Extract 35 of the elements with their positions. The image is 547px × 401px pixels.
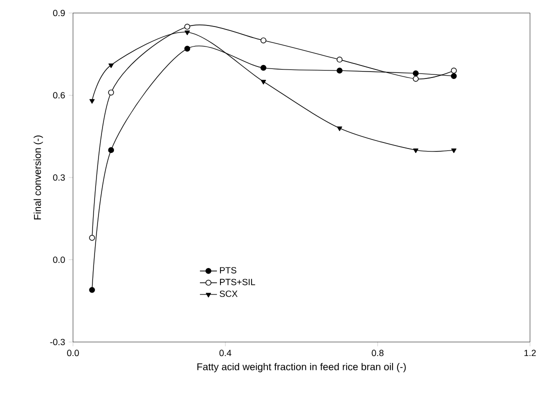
point: [260, 64, 266, 71]
point: [336, 68, 343, 74]
point: [184, 46, 190, 52]
y-tick-label: 0.3: [53, 174, 65, 181]
y-tick-label: -0.3: [50, 338, 65, 346]
y-tick-label: 0.9: [53, 10, 65, 16]
point: [89, 99, 95, 104]
point: [89, 286, 95, 293]
point: [108, 147, 114, 154]
point: [260, 80, 266, 84]
point: [336, 126, 342, 132]
point: [184, 24, 190, 30]
point: [260, 37, 266, 44]
point: [451, 148, 456, 154]
point: [412, 76, 419, 82]
point: [450, 68, 457, 74]
x-tick-label: 0.4: [219, 350, 232, 356]
x-tick-label: 0.0: [67, 350, 79, 356]
point: [413, 148, 418, 154]
point: [412, 70, 419, 76]
y-tick-label: 0.6: [53, 92, 65, 98]
point: [184, 30, 190, 36]
legend-label: SCX: [220, 290, 238, 297]
point: [89, 234, 95, 241]
legend-label: PTS+SIL: [220, 278, 256, 286]
point: [336, 56, 343, 63]
x-axis-title: Fatty acid weight fraction in feed rice bran oil (-): [197, 362, 406, 372]
legend-label: PTS: [220, 267, 236, 274]
x-tick-label: 0.8: [372, 350, 384, 356]
point: [108, 63, 114, 68]
point: [108, 90, 114, 96]
point: [450, 73, 457, 79]
y-axis-title: Final conversion (-): [34, 136, 43, 220]
x-tick-label: 1.2: [524, 350, 536, 356]
y-tick-label: 0.0: [53, 256, 65, 263]
